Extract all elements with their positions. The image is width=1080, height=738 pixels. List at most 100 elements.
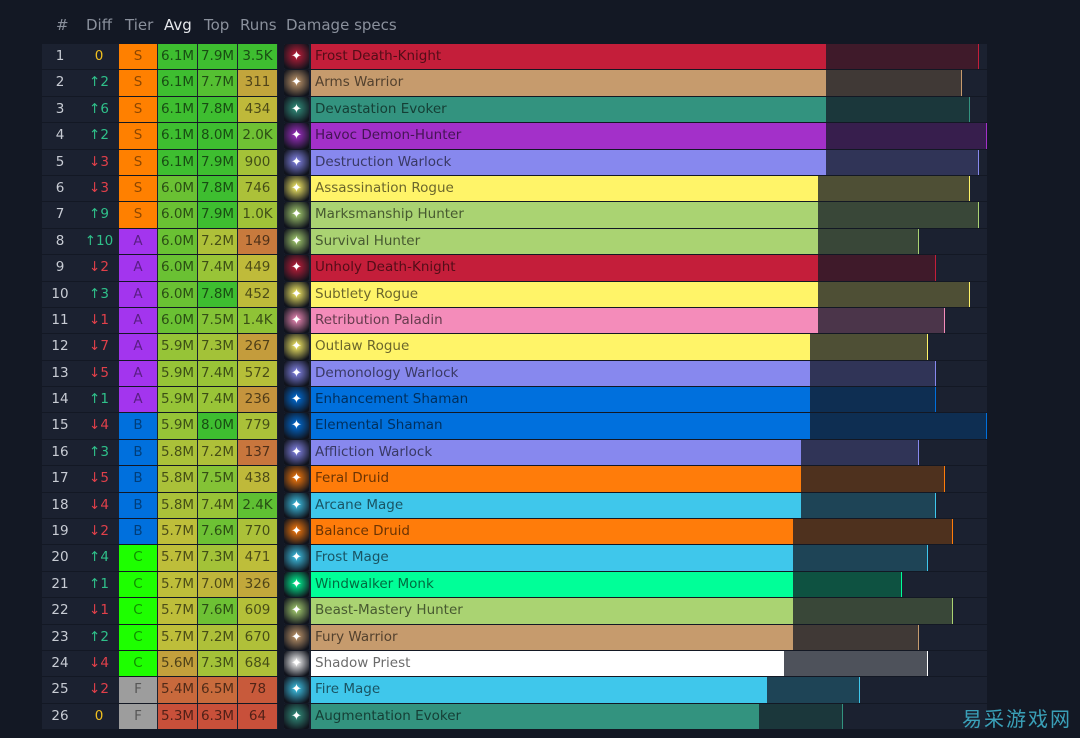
tier-badge: C [119,598,157,624]
spec-name[interactable]: Beast-Mastery Hunter [315,602,463,619]
spec-name[interactable]: Fury Warrior [315,628,398,645]
header-top[interactable]: Top [204,16,230,34]
rank-diff: ↓2 [89,259,109,276]
spec-name[interactable]: Enhancement Shaman [315,391,469,408]
rank: 26 [51,707,69,724]
tier-badge: S [119,44,157,70]
spec-name[interactable]: Outlaw Rogue [315,338,410,355]
table-row[interactable]: 8 ↑10 A 6.0M 7.2M 149 ✦ Survival Hunter [42,228,987,255]
spec-name[interactable]: Arms Warrior [315,74,404,91]
spec-name[interactable]: Demonology Warlock [315,364,459,381]
table-row[interactable]: 12 ↓7 A 5.9M 7.3M 267 ✦ Outlaw Rogue [42,334,987,360]
spec-name[interactable]: Subtlety Rogue [315,285,419,302]
table-row[interactable]: 1 0 S 6.1M 7.9M 3.5K ✦ Frost Death-Knight [42,44,987,70]
avg-dps: 5.7M [158,545,197,571]
avg-dps: 5.9M [158,387,197,413]
top-dps-bar [792,519,954,545]
spec-name[interactable]: Retribution Paladin [315,311,443,328]
table-row[interactable]: 25 ↓2 F 5.4M 6.5M 78 ✦ Fire Mage [42,677,987,703]
top-dps-bar [809,360,937,387]
spec-ranking-table: 1 0 S 6.1M 7.9M 3.5K ✦ Frost Death-Knight 2 ↑2 S 6.… [42,44,987,730]
run-count: 449 [238,255,277,281]
table-row[interactable]: 11 ↓1 A 6.0M 7.5M 1.4K ✦ Retribution Paladin [42,307,987,334]
header-diff[interactable]: Diff [86,16,113,34]
table-row[interactable]: 21 ↑1 C 5.7M 7.0M 326 ✦ Windwalker Monk [42,571,987,598]
spec-name[interactable]: Affliction Warlock [315,443,433,460]
table-row[interactable]: 14 ↑1 A 5.9M 7.4M 236 ✦ Enhancement Shaman [42,387,987,413]
spec-name[interactable]: Marksmanship Hunter [315,206,464,223]
run-count: 311 [238,70,277,96]
divider [278,492,284,519]
table-row[interactable]: 15 ↓4 B 5.9M 8.0M 779 ✦ Elemental Shaman [42,413,987,439]
table-row[interactable]: 4 ↑2 S 6.1M 8.0M 2.0K ✦ Havoc Demon-Hunter [42,123,987,149]
tier-badge: A [119,228,157,255]
table-row[interactable]: 22 ↓1 C 5.7M 7.6M 609 ✦ Beast-Mastery Hunter [42,598,987,624]
spec-name[interactable]: Balance Druid [315,523,410,540]
table-row[interactable]: 10 ↑3 A 6.0M 7.8M 452 ✦ Subtlety Rogue [42,281,987,308]
rank-diff: ↓2 [89,681,109,698]
spec-name[interactable]: Assassination Rogue [315,179,454,196]
run-count: 471 [238,545,277,571]
rank: 22 [51,602,69,619]
rank: 18 [51,496,69,513]
header-avg[interactable]: Avg [164,16,192,34]
table-row[interactable]: 13 ↓5 A 5.9M 7.4M 572 ✦ Demonology Warlock [42,360,987,387]
rank: 12 [51,338,69,355]
table-row[interactable]: 5 ↓3 S 6.1M 7.9M 900 ✦ Destruction Warlock [42,149,987,176]
table-row[interactable]: 3 ↑6 S 6.1M 7.8M 434 ✦ Devastation Evoker [42,96,987,123]
run-count: 779 [238,413,277,439]
top-dps-bar [826,44,979,70]
table-row[interactable]: 6 ↓3 S 6.0M 7.8M 746 ✦ Assassination Rogue [42,175,987,202]
run-count: 267 [238,334,277,360]
top-dps-bar [826,96,971,123]
header-rank[interactable]: # [56,16,69,34]
top-dps-bar [818,307,945,334]
spec-name[interactable]: Feral Druid [315,470,390,487]
rank: 1 [55,48,65,64]
spec-name[interactable]: Survival Hunter [315,232,421,249]
survival-hunter-icon: ✦ [284,228,309,255]
spec-name[interactable]: Devastation Evoker [315,100,447,117]
top-dps-bar [809,413,987,439]
run-count: 770 [238,519,277,545]
spec-name[interactable]: Frost Mage [315,549,389,566]
spec-name[interactable]: Arcane Mage [315,496,404,513]
spec-name[interactable]: Fire Mage [315,681,381,698]
top-dps-bar [792,571,903,598]
top-dps: 7.8M [198,175,237,202]
tier-badge: A [119,255,157,281]
table-row[interactable]: 20 ↑4 C 5.7M 7.3M 471 ✦ Frost Mage [42,545,987,571]
divider [278,228,284,255]
table-row[interactable]: 17 ↓5 B 5.8M 7.5M 438 ✦ Feral Druid [42,466,987,492]
top-dps-bar [758,703,844,730]
header-tier[interactable]: Tier [125,16,154,34]
top-dps-bar [809,334,928,360]
spec-name[interactable]: Frost Death-Knight [315,48,442,64]
avg-dps: 5.7M [158,598,197,624]
devastation-evoker-icon: ✦ [284,96,309,123]
avg-dps: 5.4M [158,677,197,703]
spec-name[interactable]: Augmentation Evoker [315,707,462,724]
divider [278,703,284,730]
spec-name[interactable]: Shadow Priest [315,654,411,671]
header-runs[interactable]: Runs [240,16,277,34]
avg-dps: 5.7M [158,519,197,545]
table-row[interactable]: 9 ↓2 A 6.0M 7.4M 449 ✦ Unholy Death-Knight [42,255,987,281]
table-row[interactable]: 16 ↑3 B 5.8M 7.2M 137 ✦ Affliction Warlock [42,439,987,466]
top-dps: 7.3M [198,545,237,571]
table-row[interactable]: 24 ↓4 C 5.6M 7.3M 684 ✦ Shadow Priest [42,650,987,677]
spec-name[interactable]: Destruction Warlock [315,153,452,170]
table-row[interactable]: 7 ↑9 S 6.0M 7.9M 1.0K ✦ Marksmanship Hunter [42,202,987,228]
run-count: 2.4K [238,492,277,519]
spec-name[interactable]: Elemental Shaman [315,417,443,434]
divider [278,677,284,703]
table-row[interactable]: 18 ↓4 B 5.8M 7.4M 2.4K ✦ Arcane Mage [42,492,987,519]
table-row[interactable]: 26 0 F 5.3M 6.3M 64 ✦ Augmentation Evoker [42,703,987,730]
spec-name[interactable]: Windwalker Monk [315,575,434,592]
spec-name[interactable]: Havoc Demon-Hunter [315,127,462,144]
top-dps: 6.3M [198,703,237,730]
table-row[interactable]: 19 ↓2 B 5.7M 7.6M 770 ✦ Balance Druid [42,519,987,545]
spec-name[interactable]: Unholy Death-Knight [315,259,456,276]
table-row[interactable]: 23 ↑2 C 5.7M 7.2M 670 ✦ Fury Warrior [42,624,987,651]
table-row[interactable]: 2 ↑2 S 6.1M 7.7M 311 ✦ Arms Warrior [42,70,987,96]
